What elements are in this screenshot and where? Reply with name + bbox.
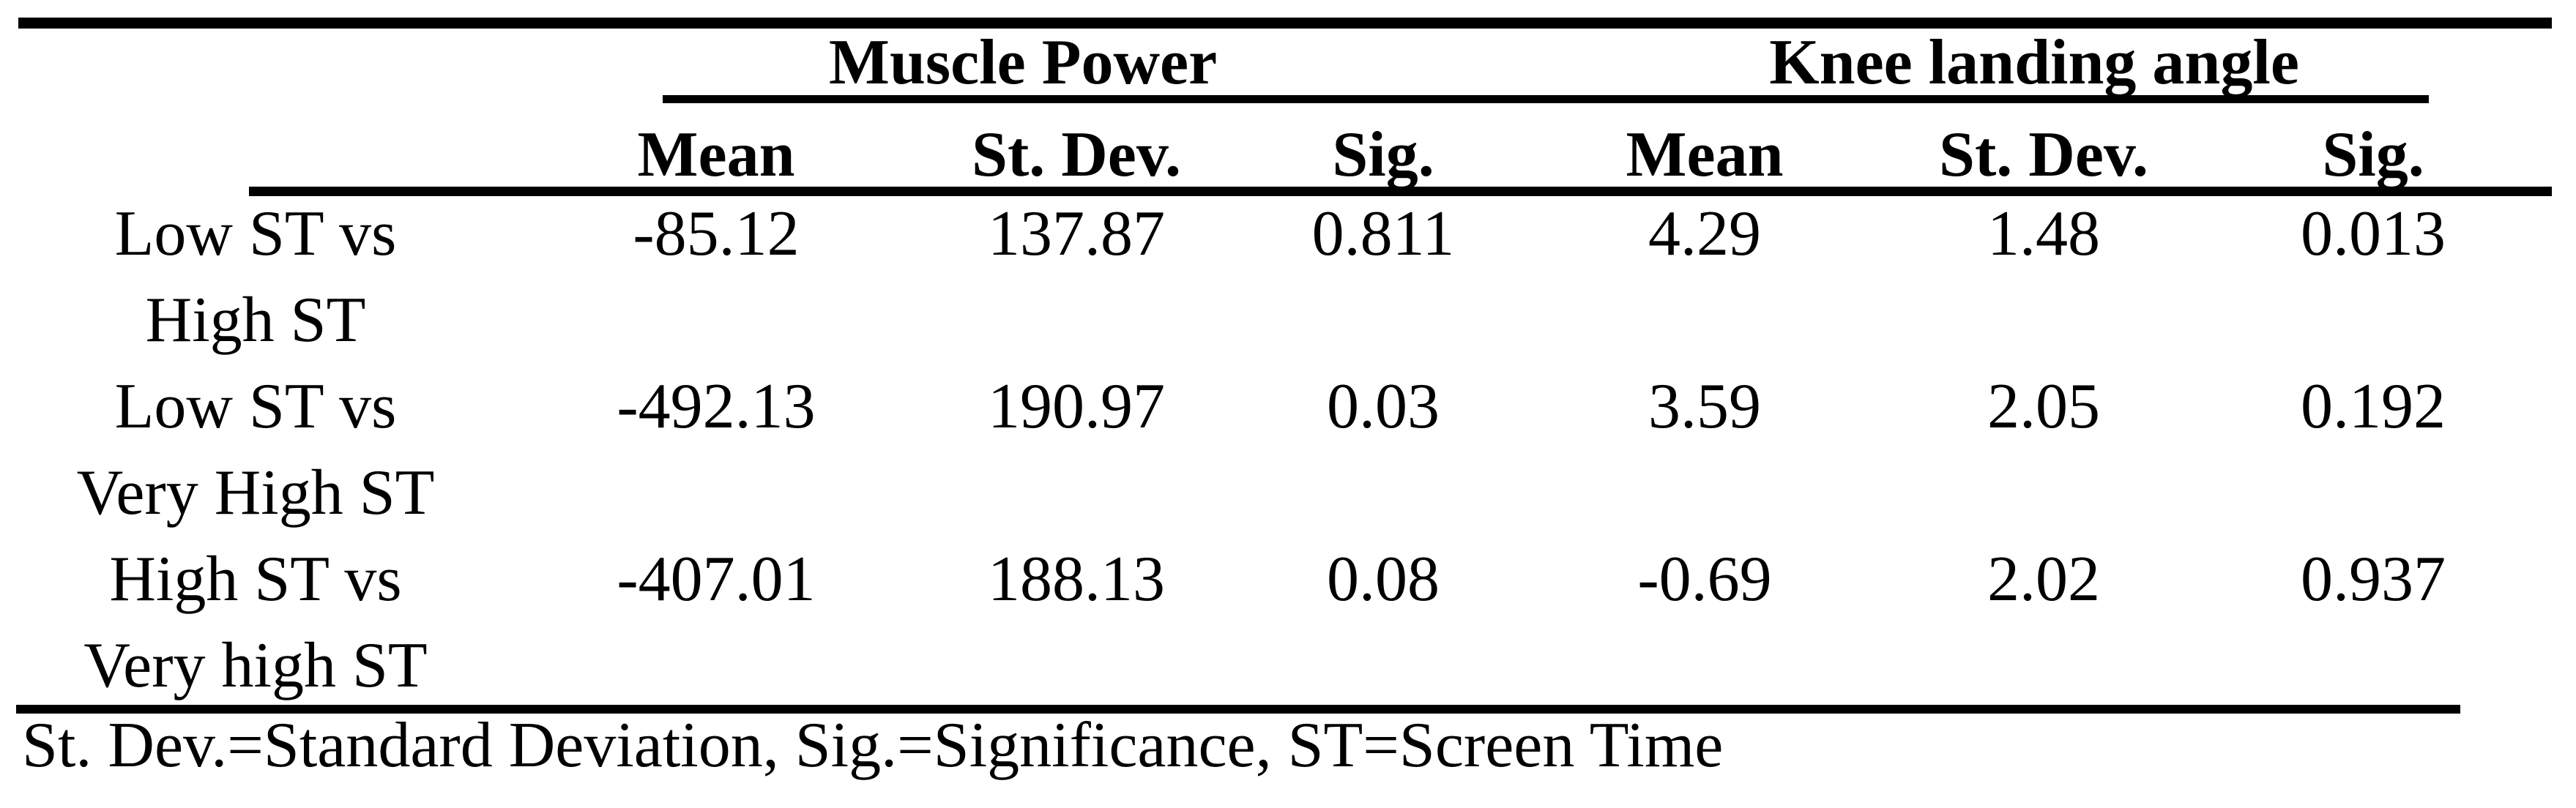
column-header-kla-stdev: St. Dev. xyxy=(1939,119,2149,190)
row-label-line-1: High ST vs xyxy=(109,543,402,615)
row-label: Low ST vs High ST xyxy=(0,191,511,364)
column-header-row: Mean St. Dev. Sig. Mean St. Dev. Sig. xyxy=(0,100,2534,191)
cell-mp-sig: 0.03 xyxy=(1327,370,1440,442)
table-bottom-rule xyxy=(16,705,2460,714)
table-footnote: St. Dev.=Standard Deviation, Sig.=Signif… xyxy=(22,710,1724,781)
cell-mp-mean: -407.01 xyxy=(617,543,816,615)
cell-kla-mean: 3.59 xyxy=(1648,370,1762,442)
column-header-mp-mean: Mean xyxy=(637,119,795,190)
column-header-kla-mean: Mean xyxy=(1626,119,1784,190)
cell-kla-stdev: 2.02 xyxy=(1987,543,2101,615)
cell-mp-sig: 0.08 xyxy=(1327,543,1440,615)
row-label-line-1: Low ST vs xyxy=(114,370,397,442)
table-row-high-vs-very-high: High ST vs Very high ST -407.01 188.13 0… xyxy=(0,536,2534,709)
table-top-rule xyxy=(18,18,2552,29)
empty-header-cell xyxy=(0,100,511,191)
row-label: Low ST vs Very High ST xyxy=(0,364,511,536)
cell-kla-sig: 0.192 xyxy=(2301,370,2446,442)
group-header-underline xyxy=(663,95,2429,103)
group-header-muscle-power: Muscle Power xyxy=(828,27,1218,98)
column-header-mp-stdev: St. Dev. xyxy=(972,119,1181,190)
cell-mp-stdev: 137.87 xyxy=(988,198,1165,269)
table-row-low-vs-high: Low ST vs High ST -85.12 137.87 0.811 4.… xyxy=(0,191,2534,364)
table-row-low-vs-very-high: Low ST vs Very High ST -492.13 190.97 0.… xyxy=(0,364,2534,536)
group-header-row: Muscle Power Knee landing angle xyxy=(0,27,2534,100)
comparison-table: Muscle Power Knee landing angle Mean St.… xyxy=(0,27,2534,709)
row-label-line-1: Low ST vs xyxy=(114,198,397,269)
cell-kla-mean: -0.69 xyxy=(1637,543,1772,615)
cell-kla-sig: 0.937 xyxy=(2301,543,2446,615)
cell-mp-stdev: 190.97 xyxy=(988,370,1165,442)
cell-kla-sig: 0.013 xyxy=(2301,198,2446,269)
cell-kla-stdev: 2.05 xyxy=(1987,370,2101,442)
cell-kla-stdev: 1.48 xyxy=(1987,198,2101,269)
header-bottom-rule xyxy=(249,187,2552,196)
row-label-line-2: High ST xyxy=(145,284,366,356)
cell-mp-stdev: 188.13 xyxy=(988,543,1165,615)
cell-mp-mean: -85.12 xyxy=(633,198,800,269)
cell-mp-mean: -492.13 xyxy=(617,370,816,442)
cell-kla-mean: 4.29 xyxy=(1648,198,1762,269)
empty-corner-cell xyxy=(0,28,511,100)
row-label-line-2: Very high ST xyxy=(83,629,428,701)
group-header-knee-landing-angle: Knee landing angle xyxy=(1769,27,2299,98)
cell-mp-sig: 0.811 xyxy=(1311,198,1455,269)
column-header-mp-sig: Sig. xyxy=(1332,119,1434,190)
column-header-kla-sig: Sig. xyxy=(2322,119,2424,190)
row-label-line-2: Very High ST xyxy=(76,457,435,528)
row-label: High ST vs Very high ST xyxy=(0,536,511,709)
